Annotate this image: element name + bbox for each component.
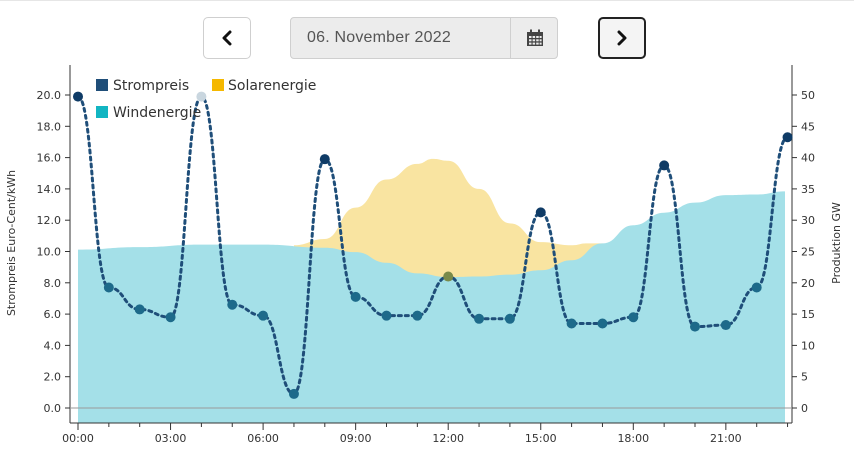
legend: Strompreis Solarenergie Windenergie — [96, 78, 316, 121]
area-layer — [78, 158, 785, 424]
y-right-tick-label: 50 — [801, 89, 815, 102]
strompreis-point[interactable] — [751, 282, 762, 293]
strompreis-point[interactable] — [659, 160, 670, 171]
chevron-left-icon — [222, 30, 232, 46]
x-tick-label: 15:00 — [525, 432, 557, 445]
y-right-tick-label: 15 — [801, 308, 815, 321]
y-right-tick-label: 35 — [801, 183, 815, 196]
strompreis-point[interactable] — [566, 318, 577, 329]
strompreis-line — [76, 95, 790, 396]
strompreis-point[interactable] — [597, 318, 608, 329]
axes-layer: 0.0 2.0 4.0 6.0 8.0 10.0 12.0 14.0 16.0 18.0 20.0 0… — [37, 65, 815, 445]
x-tick-label: 12:00 — [432, 432, 464, 445]
strompreis-point[interactable] — [134, 304, 145, 315]
strompreis-point[interactable] — [782, 132, 793, 143]
windenergie-area — [78, 191, 785, 423]
strompreis-point[interactable] — [443, 271, 454, 282]
strompreis-point[interactable] — [350, 291, 361, 302]
y-left-tick-label: 20.0 — [37, 89, 62, 102]
previous-day-button[interactable] — [203, 17, 251, 59]
legend-solarenergie[interactable]: Solarenergie — [228, 78, 316, 94]
y-right-tick-label: 10 — [801, 339, 815, 352]
strompreis-point[interactable] — [535, 207, 546, 218]
strompreis-point[interactable] — [258, 310, 269, 321]
y-left-tick-label: 4.0 — [44, 339, 62, 352]
y-left-tick-label: 0.0 — [44, 402, 62, 415]
legend-swatch-windenergie — [96, 106, 108, 118]
legend-swatch-solarenergie — [212, 79, 224, 91]
date-input[interactable]: 06. November 2022 — [307, 29, 451, 46]
y-left-tick-label: 12.0 — [37, 214, 62, 227]
y-left-tick-label: 2.0 — [44, 371, 62, 384]
y-left-tick-label: 16.0 — [37, 152, 62, 165]
strompreis-point[interactable] — [720, 320, 731, 331]
next-day-button[interactable] — [598, 17, 646, 59]
y-right-tick-label: 20 — [801, 277, 815, 290]
legend-windenergie[interactable]: Windenergie — [113, 105, 201, 121]
y-left-tick-label: 10.0 — [37, 246, 62, 259]
strompreis-point[interactable] — [288, 388, 299, 399]
strompreis-point[interactable] — [504, 313, 515, 324]
top-divider — [0, 0, 854, 1]
strompreis-point[interactable] — [628, 312, 639, 323]
strompreis-point[interactable] — [227, 299, 238, 310]
strompreis-point[interactable] — [73, 91, 83, 102]
calendar-icon — [527, 29, 543, 46]
y-right-tick-label: 25 — [801, 246, 815, 259]
legend-swatch-strompreis — [96, 79, 108, 91]
strompreis-point[interactable] — [103, 282, 114, 293]
x-tick-label: 09:00 — [340, 432, 372, 445]
y-axis-right-title: Produktion GW — [830, 202, 843, 284]
price-layer — [73, 91, 793, 399]
y-right-tick-label: 5 — [801, 371, 808, 384]
strompreis-point[interactable] — [319, 154, 330, 165]
calendar-button[interactable] — [510, 18, 557, 58]
x-tick-label: 06:00 — [247, 432, 279, 445]
y-right-tick-label: 40 — [801, 152, 815, 165]
strompreis-point[interactable] — [412, 310, 423, 321]
y-left-tick-label: 18.0 — [37, 120, 62, 133]
strompreis-point[interactable] — [690, 321, 700, 332]
y-left-tick-label: 6.0 — [44, 308, 62, 321]
legend-strompreis[interactable]: Strompreis — [113, 78, 189, 94]
y-right-tick-label: 0 — [801, 402, 808, 415]
x-tick-label: 03:00 — [155, 432, 187, 445]
y-left-tick-label: 14.0 — [37, 183, 62, 196]
strompreis-point[interactable] — [165, 312, 176, 323]
y-right-tick-label: 30 — [801, 214, 815, 227]
strompreis-point[interactable] — [381, 310, 392, 321]
x-tick-label: 21:00 — [710, 432, 742, 445]
strompreis-point[interactable] — [474, 313, 485, 324]
strompreis-point[interactable] — [196, 91, 207, 102]
y-axis-left-title: Strompreis Euro-Cent/kWh — [5, 170, 18, 316]
date-picker[interactable]: 06. November 2022 — [290, 17, 558, 59]
y-left-tick-label: 8.0 — [44, 277, 62, 290]
y-right-tick-label: 45 — [801, 120, 815, 133]
x-tick-label: 00:00 — [62, 432, 94, 445]
chevron-right-icon — [617, 30, 627, 46]
x-tick-label: 18:00 — [617, 432, 649, 445]
